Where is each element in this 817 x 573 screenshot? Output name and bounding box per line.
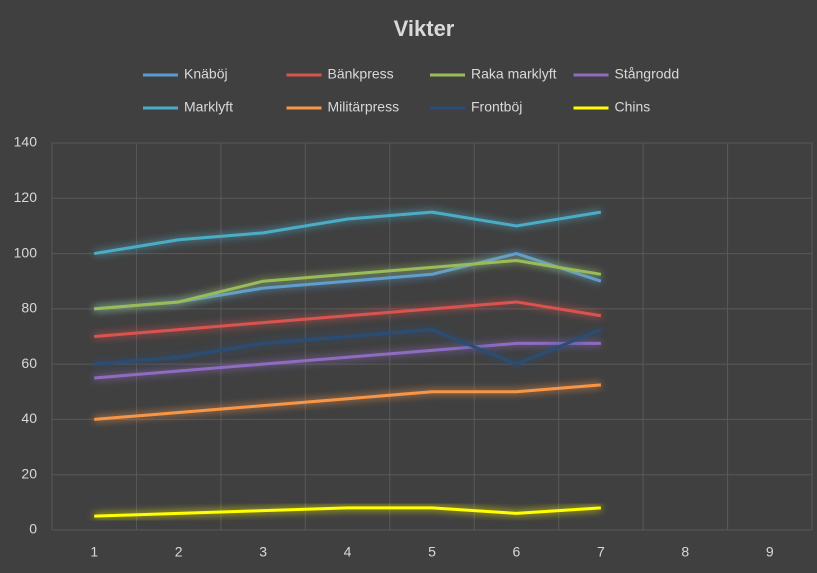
- series-line: [94, 383, 602, 421]
- chart-title: Vikter: [394, 16, 455, 41]
- x-tick-label: 8: [681, 544, 689, 560]
- legend-label: Stångrodd: [615, 66, 680, 82]
- series-line: [94, 300, 602, 338]
- x-tick-label: 3: [259, 544, 267, 560]
- legend-label: Bänkpress: [328, 66, 394, 82]
- x-tick-label: 7: [597, 544, 605, 560]
- x-tick-label: 5: [428, 544, 436, 560]
- y-tick-label: 40: [21, 410, 37, 426]
- x-tick-label: 9: [766, 544, 774, 560]
- x-tick-label: 6: [513, 544, 521, 560]
- series-line: [93, 210, 602, 256]
- x-tick-label: 4: [344, 544, 352, 560]
- legend-label: Chins: [615, 99, 651, 115]
- y-tick-label: 80: [21, 300, 37, 316]
- legend-label: Marklyft: [184, 99, 233, 115]
- y-tick-label: 20: [21, 465, 37, 481]
- legend-label: Knäböj: [184, 66, 228, 82]
- y-tick-label: 120: [14, 189, 38, 205]
- legend-label: Raka marklyft: [471, 66, 557, 82]
- series-line: [94, 341, 601, 380]
- legend-label: Militärpress: [328, 99, 400, 115]
- series-line: [94, 506, 601, 518]
- y-tick-label: 0: [29, 521, 37, 537]
- y-tick-label: 100: [14, 244, 38, 260]
- series-line: [94, 258, 602, 311]
- y-tick-label: 140: [14, 134, 38, 150]
- legend-label: Frontböj: [471, 99, 522, 115]
- series-line: [94, 328, 602, 366]
- y-tick-label: 60: [21, 355, 37, 371]
- x-tick-label: 1: [90, 544, 98, 560]
- x-tick-label: 2: [175, 544, 183, 560]
